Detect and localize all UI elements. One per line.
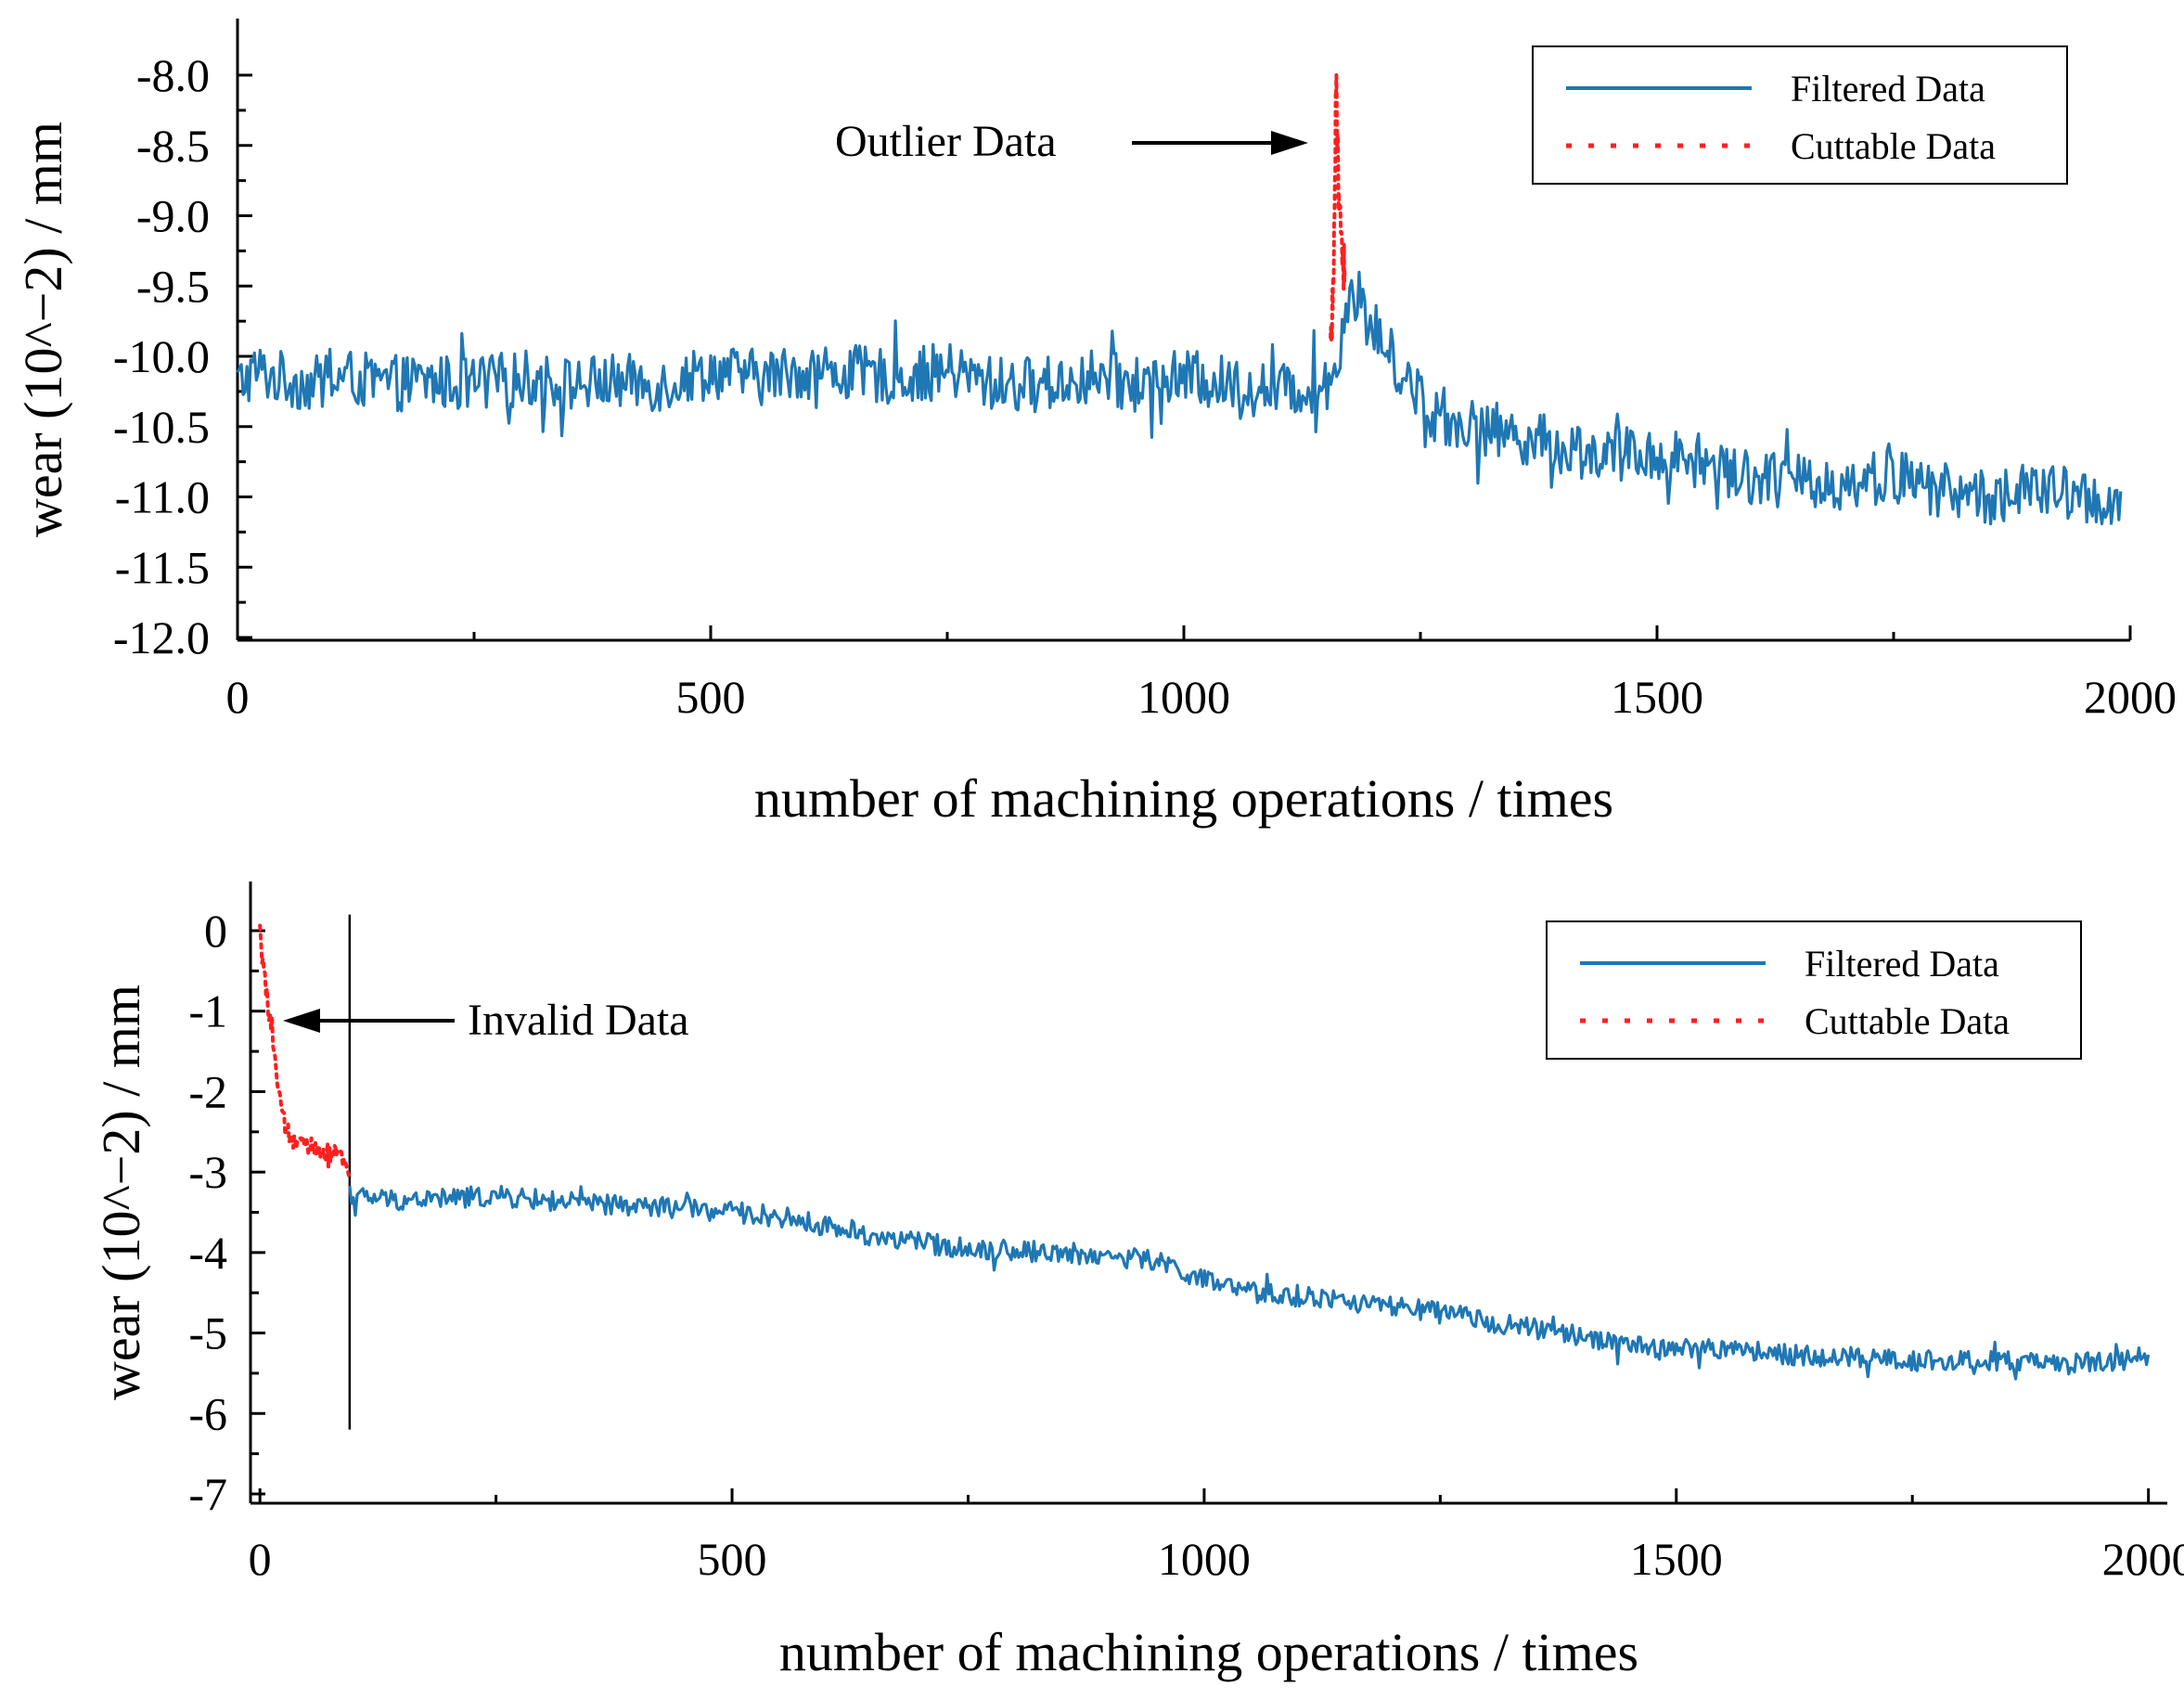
y-tick-label: -5 <box>188 1307 227 1359</box>
y-tick-label: -10.0 <box>113 330 210 382</box>
x-tick-label: 1500 <box>1611 671 1703 723</box>
legend-label: Cuttable Data <box>1805 1000 2010 1042</box>
y-tick-label: -6 <box>188 1387 227 1439</box>
series-cuttable-data-line <box>258 923 352 1178</box>
y-tick-label: -1 <box>188 985 227 1037</box>
y-tick-label: -3 <box>188 1146 227 1198</box>
x-axis-title: number of machining operations / times <box>779 1622 1638 1682</box>
legend-box <box>1546 920 2082 1060</box>
series-filtered-data-line <box>236 270 2123 526</box>
x-tick-label: 2000 <box>2102 1533 2184 1585</box>
y-tick-label: -12.0 <box>113 611 210 663</box>
chart-1: -12.0 -11.5 -11.0 -10.5 -10.0 -9.5 -9.0 -8.5 -8.… <box>13 19 2177 829</box>
legend-label: Cuttable Data <box>1791 125 1996 167</box>
annotation-label: Outlier Data <box>835 117 1057 166</box>
y-tick-label: -8.5 <box>136 120 210 172</box>
legend: Filtered Data Cuttable Data <box>1532 45 2068 185</box>
x-tick-label: 1000 <box>1158 1533 1251 1585</box>
annotation-arrow-head <box>283 1009 320 1033</box>
y-tick-label: -4 <box>188 1227 227 1279</box>
y-tick-label: -2 <box>188 1065 227 1117</box>
series-cuttable-data-line <box>1329 73 1347 342</box>
y-tick-label: -8.0 <box>136 49 210 101</box>
y-tick-label: -11.0 <box>115 471 210 523</box>
annotation-label: Invalid Data <box>468 996 689 1045</box>
annotation-arrow-head <box>1271 131 1308 155</box>
x-tick-label: 1500 <box>1630 1533 1723 1585</box>
y-tick-label: -9.5 <box>136 260 210 312</box>
legend: Filtered Data Cuttable Data <box>1546 920 2082 1060</box>
y-tick-label: -9.0 <box>136 190 210 242</box>
chart-2: -7 -6 -5 -4 -3 -2 -1 0 0 500 1000 1500 2000 number of… <box>91 882 2184 1682</box>
y-axis-title: wear (10^−2) / mm <box>91 985 151 1400</box>
y-tick-label: 0 <box>204 905 227 957</box>
x-axis-title: number of machining operations / times <box>754 768 1613 829</box>
y-axis-title: wear (10^−2) / mm <box>13 122 73 537</box>
series-filtered-data-line <box>348 1184 2151 1381</box>
x-tick-label: 0 <box>249 1533 272 1585</box>
x-tick-label: 1000 <box>1137 671 1230 723</box>
y-tick-label: -7 <box>188 1468 227 1520</box>
y-tick-label: -11.5 <box>115 541 210 593</box>
x-tick-label: 0 <box>226 671 250 723</box>
legend-label: Filtered Data <box>1805 943 1999 985</box>
x-tick-label: 500 <box>698 1533 767 1585</box>
legend-box <box>1532 45 2068 185</box>
x-tick-label: 2000 <box>2084 671 2177 723</box>
y-tick-label: -10.5 <box>113 401 210 453</box>
legend-label: Filtered Data <box>1791 68 1985 109</box>
x-tick-label: 500 <box>676 671 746 723</box>
